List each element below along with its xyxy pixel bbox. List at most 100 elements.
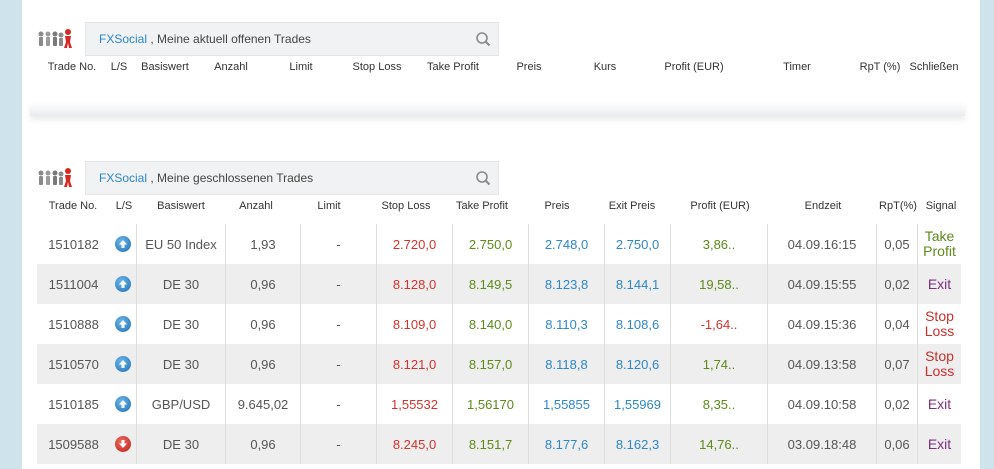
column-header-endzeit: Endzeit bbox=[804, 200, 842, 212]
limit-cell: - bbox=[301, 384, 377, 424]
signal-cell[interactable]: Stop Loss bbox=[924, 308, 955, 339]
basiswert-cell: DE 30 bbox=[137, 424, 226, 464]
trade-no-cell: 1510182 bbox=[48, 236, 99, 252]
stop-loss-cell: 8.128,0 bbox=[377, 264, 453, 304]
limit-cell: - bbox=[301, 424, 377, 464]
stop-loss-cell: 8.109,0 bbox=[377, 304, 453, 344]
table-row[interactable]: 1510888 DE 30 0,96-8.109,0 8.140,0 8.110,3 8.… bbox=[37, 304, 961, 344]
direction-cell bbox=[110, 304, 137, 344]
basiswert-cell: EU 50 Index bbox=[137, 224, 226, 264]
exit-preis-cell: 8.144,1 bbox=[605, 264, 671, 304]
column-header-anzahl: Anzahl bbox=[239, 200, 273, 212]
rpt-cell: 0,07 bbox=[877, 344, 918, 384]
arrow-down-icon bbox=[115, 436, 131, 452]
open-trades-title-bar: FXSocial , Meine aktuell offenen Trades bbox=[85, 22, 499, 56]
preis-cell: 2.748,0 bbox=[529, 224, 605, 264]
signal-cell[interactable]: Stop Loss bbox=[924, 348, 955, 379]
column-header-limit: Limit bbox=[317, 200, 341, 212]
search-icon[interactable] bbox=[475, 31, 491, 47]
column-header-stop-loss: Stop Loss bbox=[352, 61, 402, 73]
column-header-profit: Profit (EUR) bbox=[690, 200, 750, 212]
direction-cell bbox=[110, 424, 137, 464]
anzahl-cell: 0,96 bbox=[226, 264, 301, 304]
endzeit-cell: 04.09.15:36 bbox=[768, 304, 877, 344]
exit-preis-cell: 8.120,6 bbox=[605, 344, 671, 384]
column-header-preis: Preis bbox=[516, 61, 542, 73]
profit-cell: -1,64.. bbox=[671, 304, 768, 344]
column-header-take-profit: Take Profit bbox=[427, 61, 479, 73]
column-header-profit: Profit (EUR) bbox=[664, 61, 724, 73]
endzeit-cell: 04.09.15:55 bbox=[768, 264, 877, 304]
endzeit-cell: 04.09.10:58 bbox=[768, 384, 877, 424]
table-row[interactable]: 1509588 DE 30 0,96-8.245,0 8.151,7 8.177,6 8.… bbox=[37, 424, 961, 464]
column-header-exit-preis: Exit Preis bbox=[608, 200, 656, 212]
column-header-ls: L/S bbox=[115, 200, 133, 212]
direction-cell bbox=[110, 264, 137, 304]
column-header-limit: Limit bbox=[289, 61, 313, 73]
search-icon[interactable] bbox=[475, 170, 491, 186]
signal-cell[interactable]: Exit bbox=[927, 395, 952, 412]
preis-cell: 8.123,8 bbox=[529, 264, 605, 304]
trade-no-cell: 1510570 bbox=[48, 356, 99, 372]
profit-cell: 19,58.. bbox=[671, 264, 768, 304]
basiswert-cell: DE 30 bbox=[137, 264, 226, 304]
arrow-up-icon bbox=[115, 396, 131, 412]
profit-cell: 1,74.. bbox=[671, 344, 768, 384]
column-header-kurs: Kurs bbox=[593, 61, 617, 73]
take-profit-cell: 1,56170 bbox=[453, 384, 529, 424]
anzahl-cell: 0,96 bbox=[226, 424, 301, 464]
trade-no-cell: 1510888 bbox=[48, 316, 99, 332]
column-header-basiswert: Basiswert bbox=[141, 61, 189, 73]
endzeit-cell: 04.09.16:15 bbox=[768, 224, 877, 264]
direction-cell bbox=[110, 384, 137, 424]
rpt-cell: 0,02 bbox=[877, 384, 918, 424]
anzahl-cell: 9.645,02 bbox=[226, 384, 301, 424]
rpt-cell: 0,05 bbox=[877, 224, 918, 264]
anzahl-cell: 0,96 bbox=[226, 304, 301, 344]
column-header-schliessen: Schließen bbox=[909, 61, 959, 73]
signal-cell[interactable]: Exit bbox=[927, 435, 952, 452]
column-header-stop-loss: Stop Loss bbox=[381, 200, 431, 212]
anzahl-cell: 0,96 bbox=[226, 344, 301, 384]
endzeit-cell: 04.09.13:58 bbox=[768, 344, 877, 384]
table-row[interactable]: 1510570 DE 30 0,96-8.121,0 8.157,0 8.118,8 8.… bbox=[37, 344, 961, 384]
content-panel bbox=[22, 0, 980, 469]
people-group-icon bbox=[38, 29, 72, 48]
trade-no-cell: 1510185 bbox=[48, 396, 99, 412]
brand-link[interactable]: FXSocial bbox=[99, 32, 148, 46]
rpt-cell: 0,04 bbox=[877, 304, 918, 344]
table-row[interactable]: 1510182 EU 50 Index 1,93-2.720,0 2.750,0 2.7… bbox=[37, 224, 961, 264]
column-header-take-profit: Take Profit bbox=[456, 200, 508, 212]
stop-loss-cell: 2.720,0 bbox=[377, 224, 453, 264]
table-row[interactable]: 1510185 GBP/USD 9.645,02-1,55532 1,56170 1,5… bbox=[37, 384, 961, 424]
take-profit-cell: 8.149,5 bbox=[453, 264, 529, 304]
preis-cell: 8.110,3 bbox=[529, 304, 605, 344]
brand-link[interactable]: FXSocial bbox=[99, 171, 148, 185]
stop-loss-cell: 1,55532 bbox=[377, 384, 453, 424]
take-profit-cell: 8.140,0 bbox=[453, 304, 529, 344]
closed-trades-title-bar: FXSocial , Meine geschlossenen Trades bbox=[85, 161, 499, 195]
direction-cell bbox=[110, 224, 137, 264]
signal-cell[interactable]: Take Profit bbox=[923, 228, 956, 259]
profit-cell: 8,35.. bbox=[671, 384, 768, 424]
take-profit-cell: 8.151,7 bbox=[453, 424, 529, 464]
preis-cell: 1,55855 bbox=[529, 384, 605, 424]
section-divider bbox=[30, 102, 965, 116]
exit-preis-cell: 1,55969 bbox=[605, 384, 671, 424]
column-header-trade-no: Trade No. bbox=[47, 61, 97, 73]
trade-no-cell: 1511004 bbox=[48, 276, 99, 292]
trade-no-cell: 1509588 bbox=[48, 436, 99, 452]
exit-preis-cell: 8.108,6 bbox=[605, 304, 671, 344]
table-row[interactable]: 1511004 DE 30 0,96-8.128,0 8.149,5 8.123,8 8.… bbox=[37, 264, 961, 304]
signal-cell[interactable]: Exit bbox=[927, 275, 952, 292]
people-group-icon bbox=[38, 168, 72, 187]
limit-cell: - bbox=[301, 264, 377, 304]
column-header-ls: L/S bbox=[110, 61, 128, 73]
column-header-anzahl: Anzahl bbox=[214, 61, 248, 73]
direction-cell bbox=[110, 344, 137, 384]
arrow-up-icon bbox=[115, 356, 131, 372]
profit-cell: 3,86.. bbox=[671, 224, 768, 264]
column-header-rpt: RpT(%) bbox=[879, 200, 917, 212]
preis-cell: 8.118,8 bbox=[529, 344, 605, 384]
profit-cell: 14,76.. bbox=[671, 424, 768, 464]
